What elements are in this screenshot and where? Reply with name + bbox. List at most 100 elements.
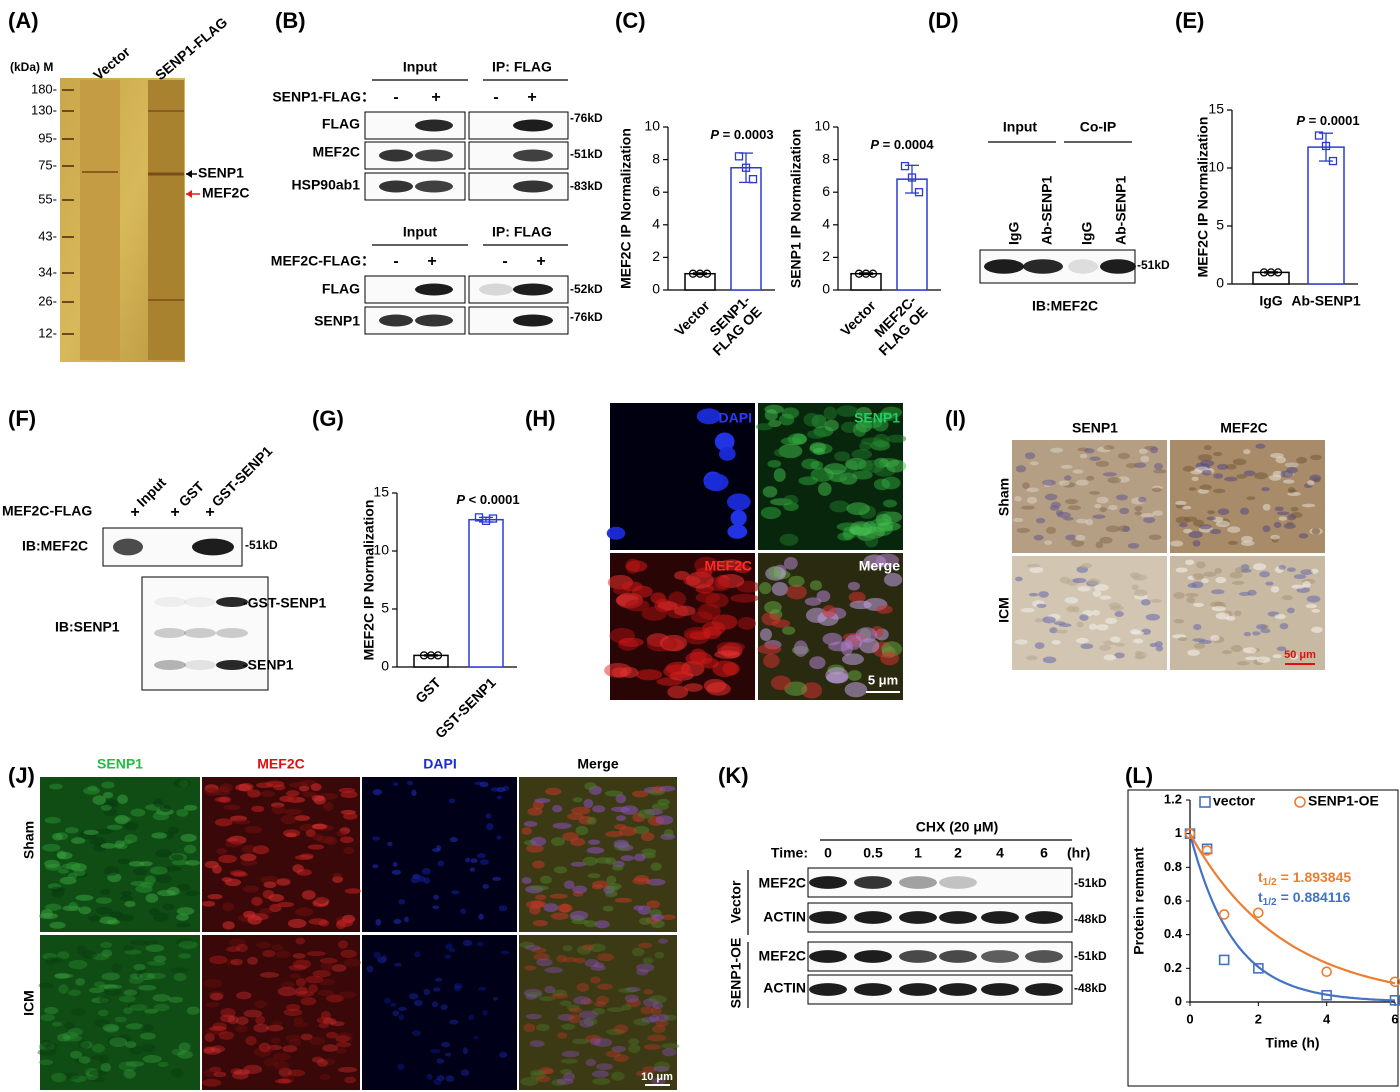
texture <box>469 867 476 872</box>
label: + <box>427 253 436 270</box>
texture <box>465 857 471 863</box>
y-tick-label: 8 <box>652 150 660 166</box>
texture <box>432 905 440 910</box>
texture <box>611 1045 626 1053</box>
texture <box>860 437 884 446</box>
texture <box>1092 514 1106 519</box>
texture <box>632 825 650 835</box>
texture <box>1155 645 1164 652</box>
texture <box>695 567 713 578</box>
band <box>513 149 553 162</box>
data-point <box>1253 963 1264 974</box>
texture <box>158 1061 169 1068</box>
texture <box>589 1037 601 1046</box>
texture <box>316 1059 328 1067</box>
texture <box>1259 571 1270 578</box>
label: MEF2C <box>759 948 806 964</box>
texture <box>41 1039 52 1049</box>
texture <box>89 1070 108 1077</box>
texture <box>552 804 563 813</box>
texture <box>1307 480 1315 486</box>
y-tick-label: 5 <box>1216 217 1224 233</box>
texture <box>1252 631 1261 636</box>
data-point <box>1184 828 1196 839</box>
texture <box>1197 454 1213 462</box>
texture <box>613 1024 629 1034</box>
texture <box>649 1014 660 1023</box>
texture <box>1102 472 1117 477</box>
texture <box>228 938 247 948</box>
texture <box>1240 568 1252 573</box>
band <box>1068 259 1098 274</box>
texture <box>1182 465 1195 472</box>
texture <box>1151 487 1162 492</box>
texture <box>760 506 782 520</box>
band <box>809 876 847 889</box>
y-tick-label: 0.4 <box>1164 926 1183 941</box>
texture <box>1229 571 1243 579</box>
texture <box>220 1008 236 1018</box>
texture <box>667 685 689 699</box>
label: 4 <box>996 845 1004 861</box>
texture <box>572 1038 590 1045</box>
texture <box>1072 577 1087 584</box>
texture <box>185 890 201 896</box>
texture <box>212 1022 227 1031</box>
y-tick-label: 0 <box>822 281 830 297</box>
texture <box>266 1044 283 1051</box>
texture <box>498 905 508 912</box>
texture <box>56 851 73 860</box>
texture <box>83 787 100 795</box>
texture <box>1198 639 1212 644</box>
texture <box>306 951 326 957</box>
label: MEF2C-FLAG： <box>271 253 375 269</box>
texture <box>592 805 606 813</box>
texture <box>1087 578 1101 586</box>
texture <box>57 951 70 960</box>
texture <box>1213 473 1223 479</box>
marker-label: 43- <box>38 228 57 243</box>
label: 0.5 <box>863 845 883 861</box>
data-point <box>1218 909 1230 920</box>
texture <box>703 678 727 693</box>
label: -76kD <box>570 310 603 324</box>
texture <box>823 406 837 421</box>
texture <box>393 918 402 925</box>
texture <box>584 959 600 968</box>
texture <box>877 521 901 532</box>
texture <box>1244 656 1260 661</box>
band <box>113 538 143 556</box>
label: IB:MEF2C <box>22 538 88 554</box>
texture <box>625 986 641 993</box>
texture <box>615 815 627 821</box>
texture <box>232 1070 249 1080</box>
micrograph <box>610 403 755 550</box>
texture <box>1256 656 1271 664</box>
texture <box>762 486 778 498</box>
x-axis-label: Time (h) <box>1265 1035 1319 1051</box>
band <box>192 538 234 556</box>
label: + <box>431 89 440 106</box>
texture <box>1310 454 1322 461</box>
texture <box>647 1034 667 1042</box>
annotation: P = 0.0004 <box>870 137 934 152</box>
x-tick-label: IgG <box>1259 293 1282 309</box>
texture <box>1086 475 1095 481</box>
texture <box>332 872 343 878</box>
texture <box>538 1067 554 1075</box>
band <box>809 950 847 963</box>
texture <box>1182 528 1193 534</box>
texture <box>366 965 374 973</box>
texture <box>523 988 543 998</box>
texture <box>331 964 347 972</box>
texture <box>1036 603 1047 608</box>
legend-label: SENP1-OE <box>1308 793 1379 809</box>
texture <box>430 1049 441 1054</box>
texture <box>392 1010 400 1017</box>
texture <box>384 997 391 1004</box>
texture <box>1145 613 1160 621</box>
texture <box>301 890 316 900</box>
texture <box>499 1051 508 1058</box>
band <box>1100 259 1136 274</box>
texture <box>496 786 506 793</box>
